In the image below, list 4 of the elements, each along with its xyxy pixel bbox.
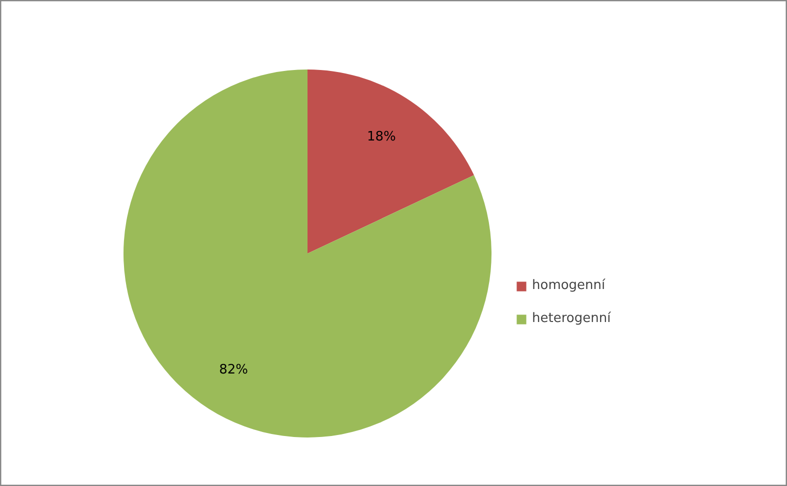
- legend-label: homogenní: [532, 278, 606, 293]
- data-label: 18%: [366, 129, 396, 144]
- legend-label: heterogenní: [532, 311, 611, 326]
- data-label: 82%: [219, 362, 248, 378]
